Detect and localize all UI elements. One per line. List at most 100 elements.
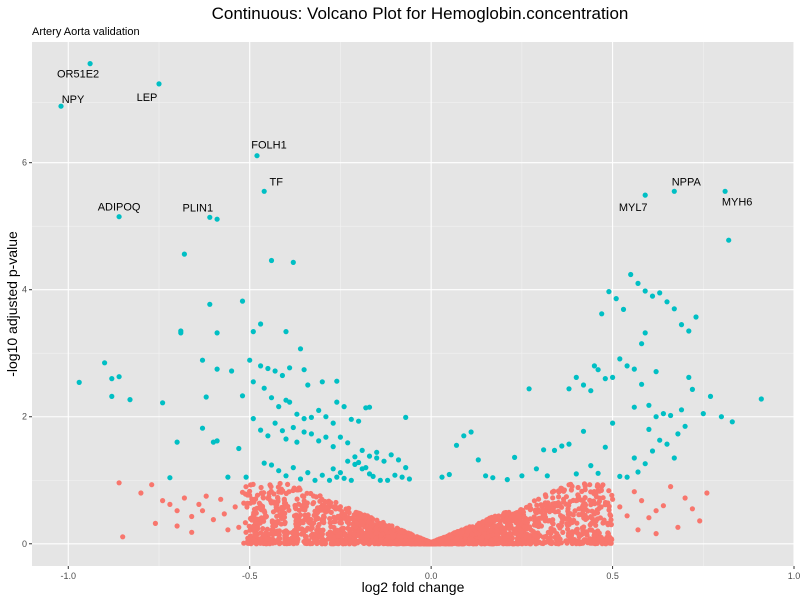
data-point-background xyxy=(359,534,365,540)
data-point-significant xyxy=(352,454,358,460)
data-point-background xyxy=(527,516,533,522)
data-point-significant xyxy=(653,414,659,420)
data-point-significant xyxy=(236,445,242,452)
data-point-significant xyxy=(628,271,634,278)
data-point-background xyxy=(561,496,567,502)
data-point-significant xyxy=(87,61,93,67)
data-point-significant xyxy=(602,444,608,450)
data-point-background xyxy=(260,495,266,501)
data-point-background xyxy=(438,538,444,544)
data-point-background xyxy=(359,520,365,526)
data-point-significant xyxy=(566,441,572,447)
data-point-background xyxy=(533,522,539,529)
data-point-background xyxy=(300,493,306,499)
data-point-background xyxy=(260,526,266,532)
data-point-background xyxy=(479,534,485,541)
data-point-significant xyxy=(722,188,728,194)
data-point-significant xyxy=(203,394,209,400)
data-point-background xyxy=(269,518,275,524)
data-point-significant xyxy=(668,412,674,419)
data-point-significant xyxy=(678,407,685,413)
gene-label-myh6: MYH6 xyxy=(722,196,753,208)
data-point-significant xyxy=(610,420,616,426)
data-point-not-significant xyxy=(218,496,224,502)
data-point-background xyxy=(595,482,601,488)
data-point-background xyxy=(303,534,309,540)
data-point-background xyxy=(545,529,551,536)
data-point-significant xyxy=(341,404,347,410)
data-point-significant xyxy=(758,396,764,402)
data-point-background xyxy=(258,484,264,491)
data-point-background xyxy=(330,504,337,510)
data-point-background xyxy=(543,494,549,500)
data-point-significant xyxy=(624,474,630,480)
data-point-not-significant xyxy=(646,515,652,521)
data-point-significant xyxy=(102,360,108,366)
data-point-background xyxy=(584,515,591,521)
data-point-background xyxy=(257,536,263,542)
data-point-significant xyxy=(341,475,347,481)
data-point-background xyxy=(459,529,465,535)
data-point-background xyxy=(305,512,311,518)
data-point-background xyxy=(310,501,316,507)
data-point-significant xyxy=(250,379,256,385)
data-point-background xyxy=(492,513,498,519)
data-point-background xyxy=(608,517,614,523)
gene-label-or51e2: OR51E2 xyxy=(57,69,99,81)
data-point-not-significant xyxy=(689,506,696,512)
data-point-background xyxy=(589,508,595,514)
data-point-significant xyxy=(381,458,387,464)
data-point-significant xyxy=(580,382,587,388)
data-point-background xyxy=(519,532,525,539)
data-point-significant xyxy=(374,455,380,461)
data-point-background xyxy=(596,535,603,541)
data-point-background xyxy=(294,496,300,502)
data-point-significant xyxy=(287,365,293,371)
data-point-background xyxy=(598,487,605,493)
data-point-background xyxy=(366,526,373,533)
data-point-significant xyxy=(595,470,601,476)
data-point-not-significant xyxy=(639,498,645,504)
data-point-significant xyxy=(642,330,648,336)
data-point-background xyxy=(524,520,531,526)
data-point-background xyxy=(268,536,274,543)
data-point-background xyxy=(541,539,548,545)
data-point-background xyxy=(292,505,298,511)
data-point-significant xyxy=(519,473,525,479)
data-point-background xyxy=(533,509,539,515)
data-point-background xyxy=(459,541,466,547)
data-point-background xyxy=(480,519,486,525)
data-point-background xyxy=(264,536,270,542)
x-tick-label: -0.5 xyxy=(242,571,258,581)
data-point-significant xyxy=(337,434,343,440)
data-point-significant xyxy=(323,434,329,440)
data-point-significant xyxy=(283,473,289,479)
data-point-background xyxy=(253,538,259,545)
data-point-significant xyxy=(461,433,467,439)
data-point-background xyxy=(355,532,361,538)
data-point-background xyxy=(455,529,461,535)
data-point-background xyxy=(425,541,431,547)
data-point-background xyxy=(582,483,588,489)
data-point-background xyxy=(549,517,555,524)
data-point-significant xyxy=(214,366,220,372)
data-point-not-significant xyxy=(149,482,155,488)
data-point-background xyxy=(311,520,317,526)
data-point-background xyxy=(483,539,489,545)
data-point-background xyxy=(575,531,581,537)
data-point-background xyxy=(285,481,291,487)
data-point-significant xyxy=(403,414,409,420)
data-point-background xyxy=(547,509,553,515)
data-point-background xyxy=(296,485,302,491)
data-point-not-significant xyxy=(631,489,637,495)
data-point-background xyxy=(319,505,325,511)
data-point-significant xyxy=(639,341,645,347)
data-point-not-significant xyxy=(682,495,688,501)
data-point-significant xyxy=(250,329,256,335)
data-point-significant xyxy=(116,214,122,220)
data-point-significant xyxy=(475,457,481,463)
data-point-background xyxy=(587,497,593,503)
data-point-background xyxy=(389,540,395,546)
data-point-background xyxy=(276,528,282,534)
data-point-background xyxy=(500,513,506,519)
